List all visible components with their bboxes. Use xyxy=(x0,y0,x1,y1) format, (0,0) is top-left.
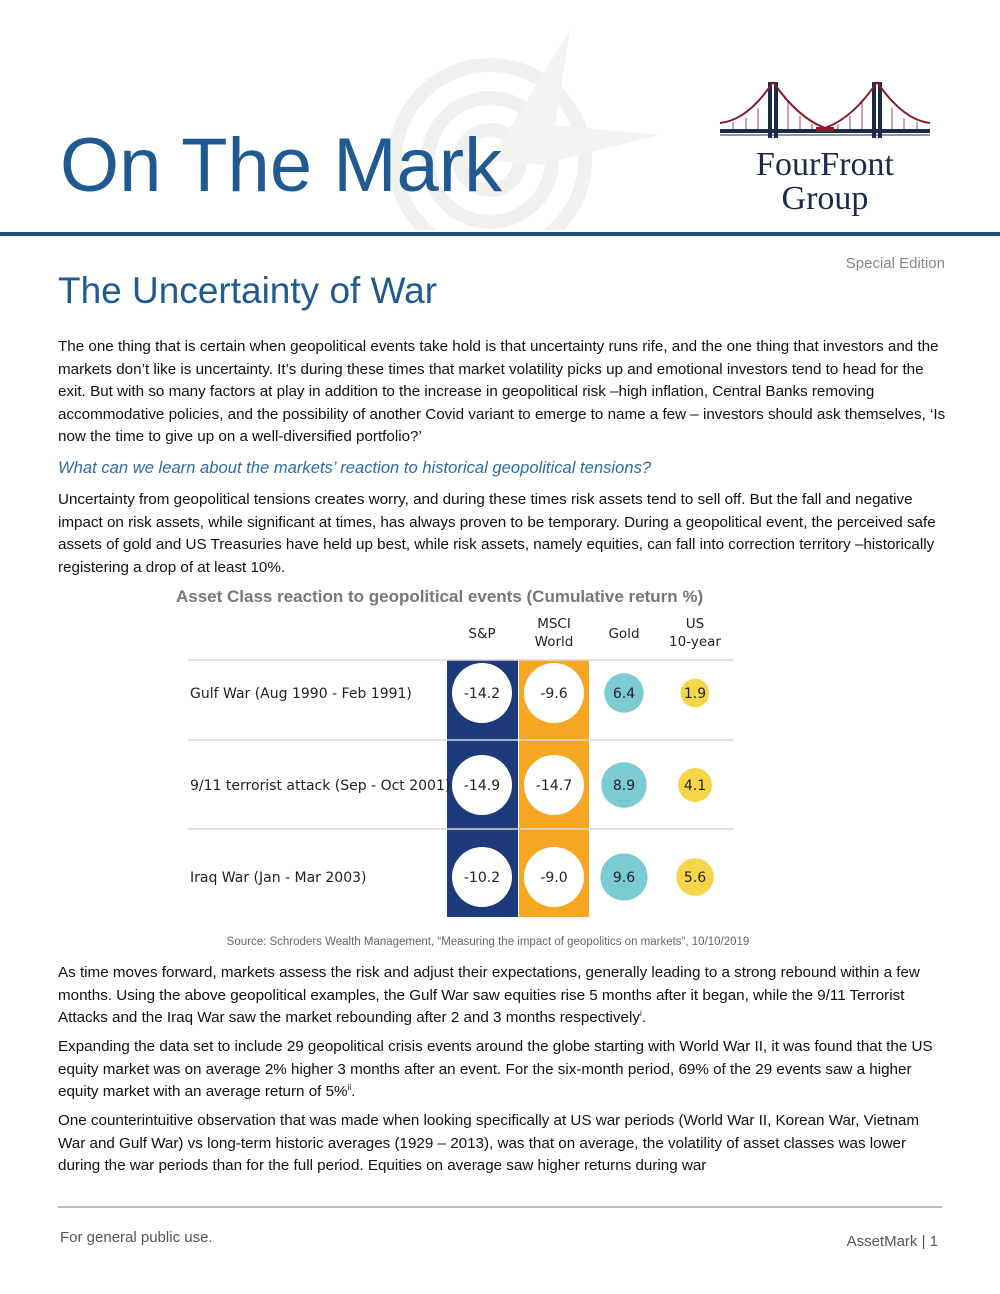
value-bubble xyxy=(604,673,644,713)
body-paragraph-1: The one thing that is certain when geopo… xyxy=(58,338,946,445)
row-label: Gulf War (Aug 1990 - Feb 1991) xyxy=(190,686,412,702)
value-bubble xyxy=(678,768,712,802)
section-subheading: What can we learn about the markets’ rea… xyxy=(58,458,652,477)
asset-class-reaction-chart: S&P MSCI World Gold US 10-year Gulf War (Aug 1… xyxy=(188,616,734,917)
row-label: 9/11 terrorist attack (Sep - Oct 2001) xyxy=(190,778,450,794)
logo-wordmark-line2: Group xyxy=(781,180,869,217)
value-bubble xyxy=(524,755,584,815)
body-paragraph-4-text: Expanding the data set to include 29 geo… xyxy=(58,1038,933,1100)
data-label: -10.2 xyxy=(464,870,500,886)
edition-label: Special Edition xyxy=(845,255,945,272)
column-header: World xyxy=(535,634,574,650)
value-bubble xyxy=(524,663,584,723)
body-paragraph-3-end: . xyxy=(641,1009,646,1026)
data-label: -14.7 xyxy=(536,778,572,794)
footer-usage-note: For general public use. xyxy=(60,1229,213,1246)
data-label: -9.6 xyxy=(540,686,567,702)
value-bubble xyxy=(676,858,714,896)
column-header: 10-year xyxy=(669,634,721,650)
data-label: -9.0 xyxy=(540,870,567,886)
column-header: MSCI xyxy=(537,616,571,632)
footer-divider xyxy=(58,1206,942,1208)
bridge-logo-icon xyxy=(719,81,931,138)
value-bubble xyxy=(452,663,512,723)
body-paragraph-2: Uncertainty from geopolitical tensions c… xyxy=(58,491,936,576)
masthead-title: On The Mark xyxy=(60,123,503,208)
data-label: 6.4 xyxy=(613,686,635,702)
footer-page-number: AssetMark | 1 xyxy=(846,1233,938,1250)
value-bubble xyxy=(680,678,710,708)
chart-source-note: Source: Schroders Wealth Management, “Me… xyxy=(226,936,750,948)
data-label: 1.9 xyxy=(684,686,706,702)
column-header: S&P xyxy=(468,626,495,642)
value-bubble xyxy=(452,755,512,815)
data-label: 4.1 xyxy=(684,778,706,794)
body-paragraph-4: Expanding the data set to include 29 geo… xyxy=(58,1036,950,1104)
target-watermark-icon xyxy=(388,30,660,230)
article-title: The Uncertainty of War xyxy=(58,270,438,311)
value-bubble xyxy=(452,847,512,907)
logo-wordmark-line1: FourFront xyxy=(756,146,894,183)
data-label: -14.2 xyxy=(464,686,500,702)
body-paragraph-5: One counterintuitive observation that wa… xyxy=(58,1112,920,1174)
value-bubble xyxy=(524,847,584,907)
body-paragraph-3-text: As time moves forward, markets assess th… xyxy=(58,964,920,1026)
column-header: Gold xyxy=(608,626,639,642)
data-label: -14.9 xyxy=(464,778,500,794)
endnote-marker-i: i xyxy=(639,1008,642,1018)
value-bubble xyxy=(601,762,647,808)
body-paragraph-3: As time moves forward, markets assess th… xyxy=(58,962,950,1030)
value-bubble xyxy=(600,853,648,901)
endnote-marker-ii: ii xyxy=(347,1082,352,1092)
header-divider xyxy=(0,232,1000,236)
row-label: Iraq War (Jan - Mar 2003) xyxy=(190,870,366,886)
body-paragraph-4-end: . xyxy=(351,1083,356,1100)
column-header: US xyxy=(686,616,704,632)
data-label: 9.6 xyxy=(613,870,635,886)
chart-title: Asset Class reaction to geopolitical eve… xyxy=(176,587,704,606)
data-label: 8.9 xyxy=(613,778,635,794)
data-label: 5.6 xyxy=(684,870,706,886)
